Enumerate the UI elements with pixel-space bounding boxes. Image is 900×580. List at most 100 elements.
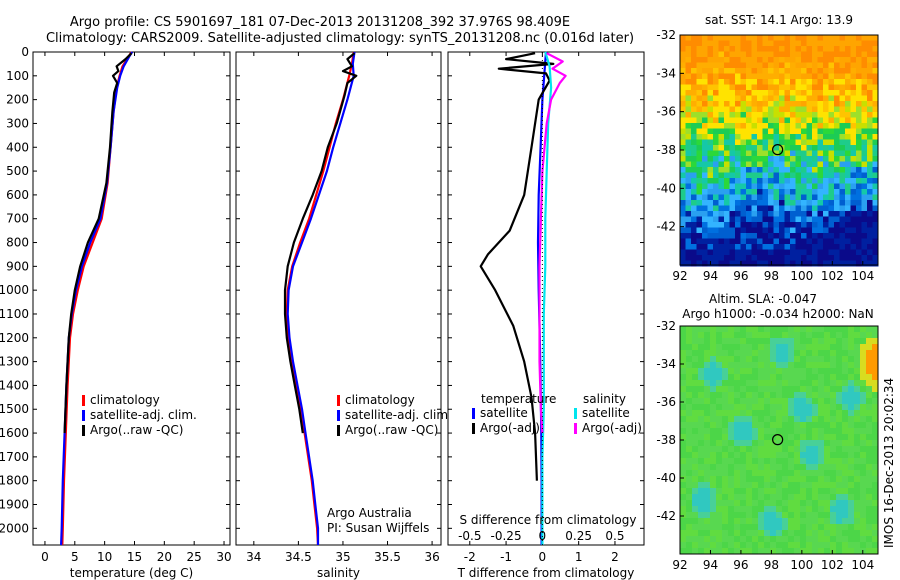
map-cell [762, 62, 769, 69]
map-cell [757, 183, 763, 190]
map-cell [704, 482, 711, 489]
map-cell [872, 46, 879, 52]
map-cell [722, 482, 729, 489]
map-cell [716, 536, 723, 543]
x-tick-label: 20 [157, 550, 172, 564]
map-cell [801, 128, 807, 135]
map-cell [773, 260, 780, 267]
map-cell [734, 338, 741, 345]
map-cell [740, 434, 747, 441]
map-cell [848, 542, 855, 549]
legend-title-salinity: salinity [583, 392, 626, 406]
map-cell [729, 167, 736, 173]
map-cell [757, 145, 763, 151]
map-cell [834, 205, 840, 212]
map-cell [685, 200, 692, 206]
y-tick-label: 0 [21, 45, 29, 59]
map-cell [842, 542, 849, 549]
map-cell [856, 172, 862, 179]
map-cell [856, 95, 862, 102]
map-cell [818, 338, 825, 345]
map-cell [842, 488, 849, 495]
map-cell [710, 476, 717, 483]
map-cell [746, 123, 752, 129]
map-cell [704, 506, 711, 513]
map-cell [784, 84, 791, 91]
map-cell [861, 112, 868, 118]
map-cell [839, 183, 846, 190]
map-cell [790, 260, 796, 267]
map-cell [713, 95, 719, 102]
map-cell [746, 452, 753, 459]
map-cell [680, 506, 687, 513]
map-cell [800, 392, 807, 399]
map-cell [724, 200, 730, 206]
map-cell [818, 476, 825, 483]
map-cell [746, 244, 752, 250]
x-tick-label: 100 [790, 558, 813, 572]
map-cell [776, 524, 783, 531]
map-cell [794, 506, 801, 513]
map-cell [734, 434, 741, 441]
map-cell [702, 222, 708, 228]
map-cell [740, 167, 747, 173]
map-cell [702, 62, 708, 69]
map-cell [828, 150, 835, 157]
map-cell [696, 68, 703, 74]
plot-frame [32, 51, 231, 546]
map-cell [845, 117, 851, 124]
map-cell [692, 536, 699, 543]
map-cell [752, 506, 759, 513]
map-cell [685, 260, 692, 267]
map-cell [752, 356, 759, 363]
map-cell [839, 68, 846, 74]
map-cell [854, 362, 861, 369]
map-cell [812, 494, 819, 501]
map-cell [707, 95, 714, 102]
map-cell [698, 422, 705, 429]
map-cell [722, 464, 729, 471]
map-cell [812, 332, 819, 339]
map-cell [746, 57, 752, 63]
map-cell [746, 380, 753, 387]
map-cell [824, 476, 831, 483]
map-cell [834, 139, 840, 146]
map-cell [698, 434, 705, 441]
map-cell [823, 211, 829, 217]
map-cell [782, 332, 789, 339]
map-cell [776, 326, 783, 333]
map-cell [768, 156, 774, 162]
map-cell [790, 40, 796, 47]
y-tick-label: 300 [6, 116, 29, 130]
map-cell [818, 350, 825, 357]
map-cell [758, 350, 765, 357]
map-cell [788, 518, 795, 525]
map-cell [724, 112, 730, 118]
map-cell [848, 488, 855, 495]
map-cell [762, 205, 769, 212]
map-cell [817, 145, 824, 151]
map-cell [713, 216, 719, 223]
map-cell [710, 386, 717, 393]
map-cell [784, 167, 791, 173]
map-cell [788, 380, 795, 387]
map-cell [751, 106, 758, 113]
map-cell [686, 428, 693, 435]
map-cell [692, 332, 699, 339]
map-cell [848, 536, 855, 543]
map-cell [872, 386, 879, 393]
map-cell [685, 40, 692, 47]
map-cell [762, 79, 769, 85]
map-cell [740, 386, 747, 393]
map-cell [800, 356, 807, 363]
map-cell [818, 488, 825, 495]
map-cell [685, 84, 692, 91]
map-cell [779, 95, 785, 102]
map-cell [729, 139, 736, 146]
map-cell [818, 530, 825, 537]
map-cell [824, 518, 831, 525]
map-cell [686, 386, 693, 393]
map-cell [790, 123, 796, 129]
map-cell [801, 145, 807, 151]
map-cell [845, 79, 851, 85]
